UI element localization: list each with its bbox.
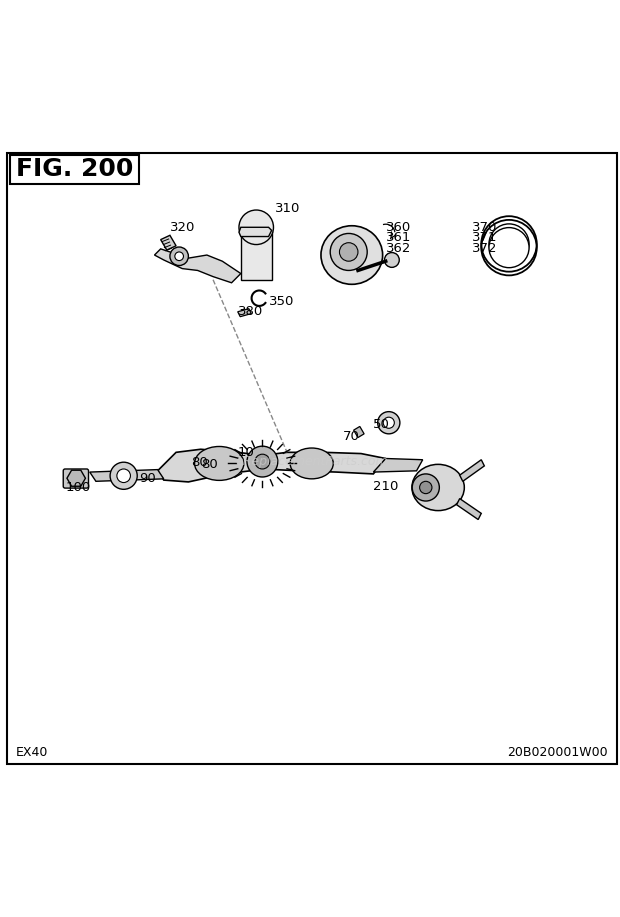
Polygon shape <box>90 470 164 481</box>
Circle shape <box>175 252 184 260</box>
Text: 370: 370 <box>472 221 497 234</box>
Text: 80: 80 <box>201 458 218 471</box>
Ellipse shape <box>321 226 383 284</box>
Ellipse shape <box>489 227 529 268</box>
Circle shape <box>247 447 278 477</box>
Text: eReplacementParts.com: eReplacementParts.com <box>236 455 388 468</box>
Text: 80: 80 <box>192 457 208 470</box>
Circle shape <box>117 469 130 482</box>
Circle shape <box>340 243 358 261</box>
Circle shape <box>378 412 400 434</box>
Polygon shape <box>373 458 423 472</box>
Circle shape <box>239 210 273 245</box>
Text: 310: 310 <box>275 203 300 215</box>
Polygon shape <box>456 499 481 520</box>
Text: EX40: EX40 <box>16 746 48 759</box>
Text: 50: 50 <box>373 418 390 431</box>
Polygon shape <box>67 470 86 486</box>
Text: 371: 371 <box>472 231 497 244</box>
FancyBboxPatch shape <box>9 155 139 184</box>
Circle shape <box>412 474 440 501</box>
Circle shape <box>170 247 188 266</box>
FancyBboxPatch shape <box>7 153 617 764</box>
Text: 362: 362 <box>386 242 411 255</box>
FancyBboxPatch shape <box>63 469 89 488</box>
Circle shape <box>420 481 432 493</box>
Polygon shape <box>237 309 251 316</box>
Text: FIG. 200: FIG. 200 <box>16 158 133 182</box>
Text: 361: 361 <box>386 231 411 244</box>
Text: 372: 372 <box>472 242 497 255</box>
Polygon shape <box>239 227 272 237</box>
Text: 20B020001W00: 20B020001W00 <box>507 746 608 759</box>
Text: 210: 210 <box>373 480 399 492</box>
Text: 70: 70 <box>342 430 360 444</box>
Polygon shape <box>353 426 364 437</box>
Text: 100: 100 <box>65 481 91 494</box>
Circle shape <box>255 454 270 469</box>
Text: 90: 90 <box>139 471 156 485</box>
Polygon shape <box>161 236 176 250</box>
Circle shape <box>383 417 394 428</box>
Text: 350: 350 <box>268 294 294 308</box>
Ellipse shape <box>412 464 464 511</box>
FancyBboxPatch shape <box>241 227 272 280</box>
Circle shape <box>384 252 399 268</box>
Polygon shape <box>459 459 484 481</box>
Circle shape <box>330 234 367 271</box>
Circle shape <box>110 462 137 490</box>
Polygon shape <box>157 449 386 482</box>
Polygon shape <box>154 249 241 282</box>
Text: 10: 10 <box>237 446 255 458</box>
Text: 360: 360 <box>386 221 411 234</box>
Text: 380: 380 <box>237 305 263 318</box>
Ellipse shape <box>489 224 529 264</box>
Ellipse shape <box>290 448 334 479</box>
Ellipse shape <box>195 447 244 481</box>
Text: 320: 320 <box>170 221 195 234</box>
